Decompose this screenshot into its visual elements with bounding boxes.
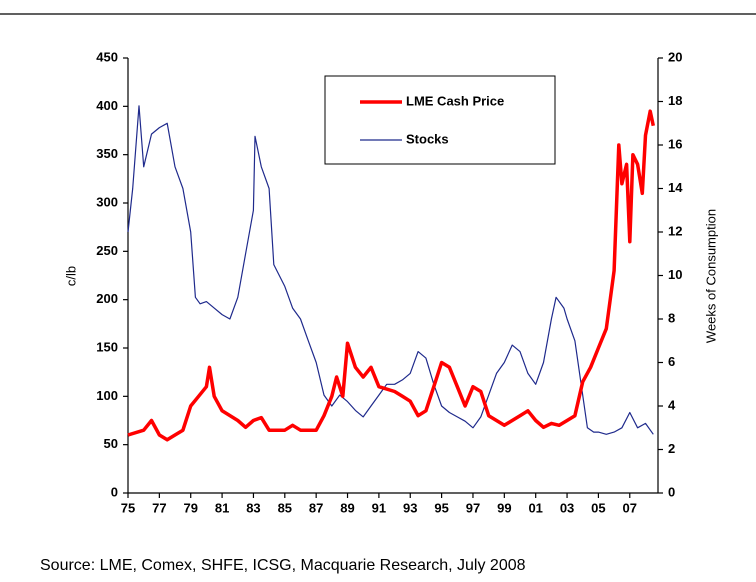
x-tick-label: 95 bbox=[434, 500, 448, 515]
x-tick-label: 03 bbox=[560, 500, 574, 515]
y2-axis-label: Weeks of Consumption bbox=[703, 209, 718, 343]
y-tick-label: 150 bbox=[96, 339, 118, 354]
series-line bbox=[127, 105, 654, 435]
y2-tick-label: 12 bbox=[668, 223, 682, 238]
y2-tick-label: 0 bbox=[668, 484, 675, 499]
x-tick-label: 81 bbox=[215, 500, 229, 515]
y2-tick-label: 16 bbox=[668, 136, 682, 151]
source-note: Source: LME, Comex, SHFE, ICSG, Macquari… bbox=[40, 557, 526, 574]
y2-tick-label: 8 bbox=[668, 310, 675, 325]
y-tick-label: 0 bbox=[111, 484, 118, 499]
x-tick-label: 89 bbox=[340, 500, 354, 515]
legend-label: LME Cash Price bbox=[406, 93, 504, 108]
y2-tick-label: 18 bbox=[668, 93, 682, 108]
y-tick-label: 200 bbox=[96, 291, 118, 306]
x-tick-label: 97 bbox=[466, 500, 480, 515]
x-tick-label: 05 bbox=[591, 500, 605, 515]
series-line bbox=[127, 109, 656, 442]
x-tick-label: 83 bbox=[246, 500, 260, 515]
x-tick-label: 99 bbox=[497, 500, 511, 515]
legend-label: Stocks bbox=[406, 131, 449, 146]
y-tick-label: 450 bbox=[96, 49, 118, 64]
legend-box bbox=[324, 75, 556, 165]
x-tick-label: 93 bbox=[403, 500, 417, 515]
x-tick-label: 75 bbox=[121, 500, 135, 515]
x-tick-label: 07 bbox=[623, 500, 637, 515]
y2-tick-label: 4 bbox=[668, 397, 676, 412]
y2-tick-label: 20 bbox=[668, 49, 682, 64]
x-tick-label: 85 bbox=[278, 500, 292, 515]
x-tick-label: 79 bbox=[183, 500, 197, 515]
y-tick-label: 300 bbox=[96, 194, 118, 209]
y2-tick-label: 14 bbox=[668, 180, 683, 195]
y-tick-label: 50 bbox=[104, 436, 118, 451]
y-tick-label: 250 bbox=[96, 243, 118, 258]
y-axis-label: c/lb bbox=[63, 266, 78, 286]
y2-tick-label: 10 bbox=[668, 267, 682, 282]
y2-tick-label: 6 bbox=[668, 354, 675, 369]
x-tick-label: 87 bbox=[309, 500, 323, 515]
y2-tick-label: 2 bbox=[668, 441, 675, 456]
y-tick-label: 350 bbox=[96, 146, 118, 161]
x-tick-label: 91 bbox=[372, 500, 386, 515]
x-tick-label: 01 bbox=[528, 500, 542, 515]
y-tick-label: 100 bbox=[96, 388, 118, 403]
x-tick-label: 77 bbox=[152, 500, 166, 515]
y-tick-label: 400 bbox=[96, 98, 118, 113]
